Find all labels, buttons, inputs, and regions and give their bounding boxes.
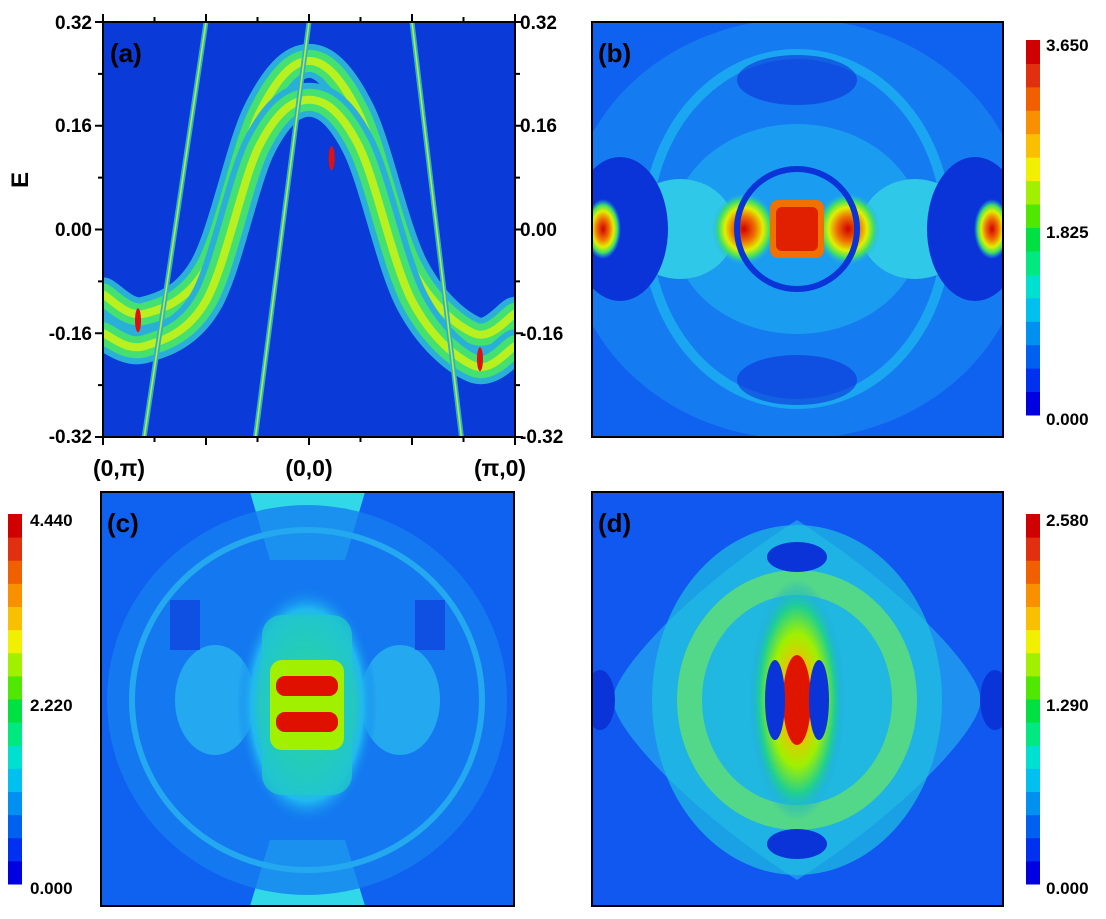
panel-c-frame [100, 491, 515, 907]
x-tick-label: (0,π) [93, 455, 145, 481]
y-tick-right: 0.00 [520, 220, 557, 241]
colorbar-swatch [1026, 814, 1040, 839]
colorbar-b-min: 0.000 [1046, 410, 1089, 429]
colorbar-swatch [1026, 860, 1040, 885]
panel-a-bands [103, 22, 515, 437]
panel-a: (a) 0.32 0.16 0.00 -0.16 -0.32 0.32 0.16… [7, 13, 563, 481]
panel-b: (b) [591, 21, 1004, 438]
y-tick-right: 0.16 [520, 116, 557, 137]
band-line [103, 95, 515, 372]
panel-c: (c) [100, 491, 515, 907]
colorbar-swatch [1026, 133, 1040, 158]
panel-d-frame [591, 491, 1004, 907]
colorbar-swatch [8, 583, 22, 607]
intensity-hotspot [476, 347, 483, 372]
colorbar-swatch [1026, 391, 1040, 416]
y-tick-right: -0.32 [520, 427, 563, 448]
y-tick-right: 0.32 [520, 13, 557, 34]
colorbar-swatch [1026, 63, 1040, 88]
x-tick-label: (0,0) [285, 455, 332, 481]
y-tick-left: 0.32 [55, 13, 92, 34]
colorbar-swatch [1026, 344, 1040, 369]
colorbar-swatch [1026, 297, 1040, 322]
panel-a-label: (a) [110, 38, 142, 68]
colorbar-c-mid: 2.220 [30, 696, 73, 715]
colorbar-swatch [8, 722, 22, 746]
colorbar-swatch [1026, 791, 1040, 816]
colorbar-swatch [1026, 110, 1040, 135]
colorbar-swatch [8, 814, 22, 839]
colorbar-d [1026, 514, 1040, 885]
colorbar-swatch [1026, 537, 1040, 561]
panel-b-heatmap [592, 22, 1003, 437]
panel-a-ticks [95, 14, 523, 445]
colorbar-swatch [8, 791, 22, 816]
dispersion-line-core [411, 22, 463, 437]
colorbar-swatch [1026, 157, 1040, 182]
y-tick-left: -0.32 [49, 427, 92, 448]
colorbar-b-mid: 1.825 [1046, 223, 1089, 242]
y-tick-right: -0.16 [520, 324, 563, 345]
panel-c-label: (c) [107, 508, 139, 538]
colorbar-d-max: 2.580 [1046, 511, 1089, 530]
y-tick-left: -0.16 [49, 324, 92, 345]
colorbar-swatch [1026, 722, 1040, 746]
colorbar-swatch [1026, 560, 1040, 584]
colorbar-swatch [1026, 514, 1040, 538]
colorbar-swatch [1026, 227, 1040, 252]
colorbar-b-max: 3.650 [1046, 36, 1089, 55]
colorbar-swatch [1026, 368, 1040, 393]
colorbar-swatch [8, 560, 22, 584]
colorbar-swatch [1026, 321, 1040, 346]
colorbar-swatch [1026, 837, 1040, 862]
colorbar-swatch [1026, 180, 1040, 205]
colorbar-c-min: 0.000 [30, 879, 73, 898]
colorbar-swatch [1026, 606, 1040, 631]
colorbar-swatch [1026, 768, 1040, 792]
panel-c-heatmap [101, 492, 514, 906]
colorbar-swatch [8, 837, 22, 862]
panel-d-heatmap [592, 492, 1003, 906]
colorbar-swatch [8, 606, 22, 631]
colorbar-swatch [8, 629, 22, 654]
colorbar-b [1026, 40, 1040, 416]
x-tick-label: (π,0) [474, 455, 526, 481]
colorbar-swatch [1026, 86, 1040, 111]
colorbar-swatch [8, 699, 22, 723]
colorbar-swatch [1026, 629, 1040, 654]
colorbar-swatch [1026, 583, 1040, 607]
colorbar-d-min: 0.000 [1046, 879, 1089, 898]
colorbar-swatch [8, 745, 22, 769]
colorbar-c-max: 4.440 [30, 511, 73, 530]
colorbar-swatch [1026, 699, 1040, 723]
colorbar-c [8, 514, 22, 885]
panel-d: (d) [591, 491, 1004, 907]
dispersion-line-core [254, 22, 310, 437]
colorbar-swatch [8, 652, 22, 677]
colorbar-swatch [8, 860, 22, 885]
intensity-hotspot [328, 146, 335, 171]
y-axis-label: E [7, 172, 34, 188]
panel-b-frame [591, 21, 1004, 438]
intensity-hotspot [135, 308, 142, 333]
colorbar-d-mid: 1.290 [1046, 696, 1089, 715]
colorbar-swatch [1026, 204, 1040, 228]
colorbar-swatch [8, 768, 22, 792]
colorbar-swatch [1026, 274, 1040, 299]
panel-d-label: (d) [598, 508, 631, 538]
panel-b-label: (b) [598, 38, 631, 68]
colorbar-swatch [8, 675, 22, 700]
colorbar-swatch [8, 514, 22, 538]
colorbar-swatch [1026, 745, 1040, 769]
dispersion-line-core [143, 22, 207, 437]
colorbar-swatch [8, 537, 22, 561]
band-line [103, 56, 515, 339]
colorbar-swatch [1026, 675, 1040, 700]
colorbar-swatch [1026, 40, 1040, 64]
colorbar-swatch [1026, 652, 1040, 677]
y-tick-left: 0.00 [55, 220, 92, 241]
colorbar-swatch [1026, 250, 1040, 275]
y-tick-left: 0.16 [55, 116, 92, 137]
